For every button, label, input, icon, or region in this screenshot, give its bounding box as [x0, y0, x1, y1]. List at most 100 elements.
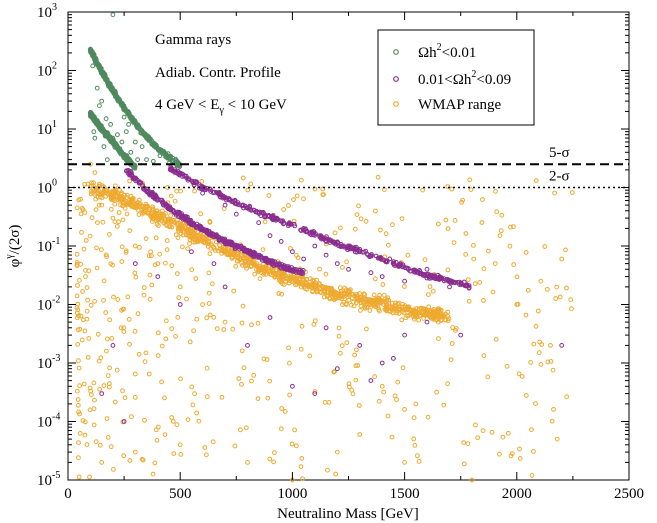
omega-low-point [111, 294, 116, 300]
omega-low-point [299, 323, 305, 329]
omega-low-point [118, 325, 124, 331]
y-tick-label: 10-3 [37, 353, 60, 372]
omega-low-point [542, 244, 548, 249]
omega-mid-band-point [233, 242, 239, 248]
omega-low-point [413, 401, 419, 407]
omega-low-point [173, 333, 178, 339]
omega-mid-band-point [239, 203, 245, 209]
omega-mid-band-point [182, 174, 187, 179]
omega-mid-point [323, 325, 329, 331]
omega-low-band-point [351, 303, 357, 309]
omega-low-point [549, 418, 555, 424]
omega-low-point [163, 336, 169, 342]
omega-low-point [176, 295, 182, 301]
omega-low-point [499, 212, 505, 218]
omega-low-band-point [423, 311, 429, 317]
legend-label-omega-mid: 0.01<Ωh2<0.09 [418, 69, 511, 88]
omega-mid-band-point [413, 268, 419, 274]
omega-mid-band-point [218, 194, 223, 200]
omega-low-point [120, 217, 126, 223]
wmap-band-point [99, 69, 104, 75]
omega-low-point [461, 440, 467, 446]
omega-mid-band-point [270, 215, 276, 221]
omega-mid-band-point [276, 262, 282, 268]
omega-low-point [74, 262, 80, 267]
omega-low-point [299, 456, 305, 461]
omega-low-point [322, 399, 328, 405]
omega-low-point [301, 196, 306, 202]
omega-low-band-point [201, 239, 207, 245]
omega-mid-band-point [147, 190, 153, 196]
omega-low-band-point [95, 188, 101, 193]
omega-low-point [472, 281, 478, 287]
omega-mid-band-point [188, 222, 194, 227]
omega-low-point [98, 194, 103, 200]
omega-mid-band-point [300, 271, 306, 276]
omega-mid-band-point [446, 279, 452, 285]
wmap-point [94, 118, 100, 123]
omega-mid-band-point [140, 183, 145, 189]
omega-low-point [110, 262, 115, 268]
omega-low-point [377, 227, 383, 233]
omega-low-point [110, 215, 116, 221]
omega-mid-band-point [221, 194, 226, 200]
omega-low-band-point [161, 220, 167, 226]
omega-mid-band-point [144, 186, 150, 192]
wmap-band-point [96, 63, 102, 69]
omega-mid-band-point [185, 214, 190, 220]
omega-mid-band-point [171, 209, 177, 214]
omega-low-point [266, 269, 272, 275]
omega-low-point [325, 467, 330, 473]
omega-mid-point [222, 284, 228, 290]
omega-mid-point [245, 343, 250, 348]
omega-low-point [171, 451, 177, 457]
omega-low-point [346, 381, 352, 387]
omega-low-point [97, 442, 103, 448]
omega-low-point [427, 284, 433, 290]
omega-mid-point [402, 278, 408, 284]
omega-low-band-point [413, 308, 418, 314]
wmap-point [132, 139, 138, 145]
omega-mid-band-point [406, 267, 411, 272]
omega-mid-band-point [332, 240, 338, 246]
omega-low-point [146, 253, 152, 259]
omega-mid-band-point [241, 245, 247, 251]
omega-low-band-point [201, 235, 207, 240]
omega-low-point [445, 184, 451, 189]
omega-low-point [420, 187, 426, 193]
omega-mid-point [290, 383, 295, 389]
omega-low-point [525, 287, 531, 293]
annotation-gamma-rays: Gamma rays [155, 32, 231, 48]
omega-low-point [535, 308, 541, 314]
omega-low-point [395, 379, 401, 385]
omega-low-point [494, 209, 500, 215]
omega-mid-band-point [234, 201, 239, 207]
omega-mid-point [402, 332, 408, 338]
omega-low-band-point [154, 208, 160, 214]
omega-low-point [517, 446, 522, 452]
omega-low-band-point [213, 248, 218, 253]
omega-low-point [207, 219, 213, 224]
omega-low-band-point [322, 288, 328, 294]
omega-low-band-point [252, 262, 258, 268]
omega-low-point [400, 365, 406, 371]
omega-low-point [95, 331, 101, 337]
omega-low-point [381, 389, 387, 395]
omega-low-point [422, 257, 428, 263]
wmap-band-point [98, 126, 103, 132]
omega-mid-band-point [347, 243, 353, 249]
omega-low-point [402, 407, 407, 412]
omega-low-point [196, 418, 202, 424]
omega-low-point [554, 284, 560, 290]
omega-low-point [172, 198, 178, 204]
omega-low-point [87, 474, 92, 480]
wmap-band-point [161, 150, 167, 155]
y-axis-title: φγ/(2σ) [4, 225, 23, 268]
omega-low-point [127, 341, 132, 347]
omega-mid-band-point [286, 221, 292, 227]
omega-mid-band-point [270, 217, 276, 223]
omega-low-band-point [217, 243, 223, 249]
wmap-point [144, 157, 149, 163]
omega-low-point [356, 403, 362, 408]
wmap-band-point [98, 123, 103, 129]
